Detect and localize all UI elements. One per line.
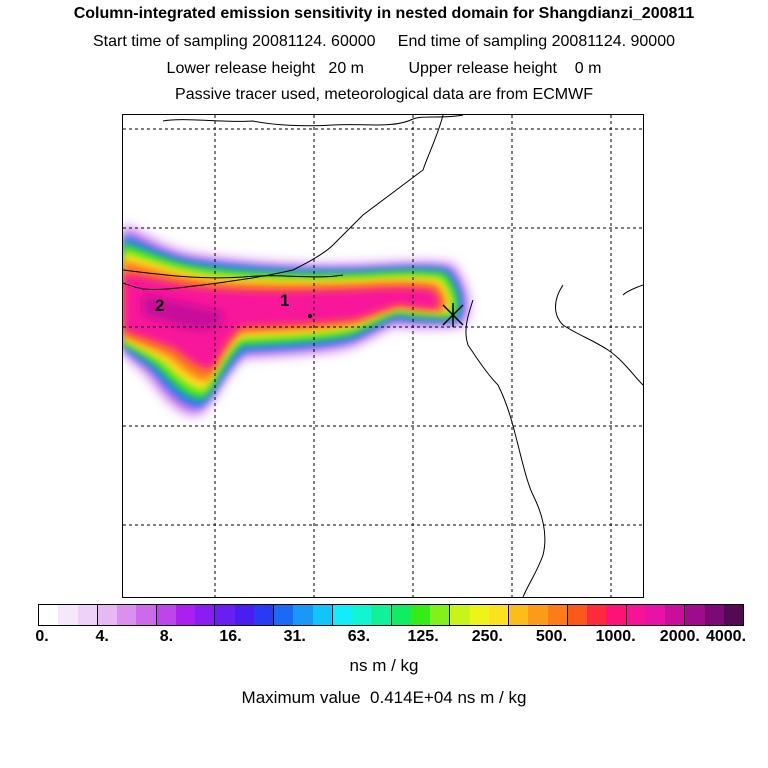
colorbar-segment: [528, 605, 548, 625]
release-height-line: Lower release height 20 m Upper release …: [166, 60, 602, 77]
colorbar-segment: [508, 605, 529, 625]
coast-line-bohai: [123, 115, 444, 290]
colorbar-segment: [352, 605, 372, 625]
colorbar-segment: [410, 605, 430, 625]
colorbar-segment: [117, 605, 137, 625]
colorbar-segment: [371, 605, 391, 625]
colorbar-segment: [645, 605, 665, 625]
colorbar-segment: [625, 605, 646, 625]
map-panel: 1 2: [122, 114, 644, 598]
plume-core-magenta: [143, 295, 224, 329]
colorbar-segment: [606, 605, 626, 625]
colorbar-segment: [136, 605, 156, 625]
colorbar-segment: [566, 605, 587, 625]
colorbar-segment: [469, 605, 489, 625]
colorbar: [38, 604, 744, 626]
sensitivity-plume: [123, 225, 469, 415]
colorbar-segment: [77, 605, 97, 625]
coast-line-peninsula: [465, 299, 546, 597]
colorbar-segment: [96, 605, 117, 625]
colorbar-tick-label: 63.: [347, 628, 371, 645]
coast-line-east: [555, 284, 643, 386]
centroid-dot-1: [307, 313, 313, 319]
release-site-star: [442, 303, 464, 327]
inner-border: [123, 269, 344, 279]
colorbar-segment: [723, 605, 743, 625]
colorbar-segment: [331, 605, 352, 625]
coastlines: [123, 115, 643, 597]
colorbar-tick-label: 1000.: [595, 628, 636, 645]
colorbar-segment: [449, 605, 470, 625]
colorbar-segment: [273, 605, 294, 625]
colorbar-tick-label: 500.: [535, 628, 568, 645]
colorbar-segment: [684, 605, 705, 625]
colorbar-tick-label: 4000.: [705, 628, 747, 645]
colorbar-segment: [587, 605, 607, 625]
colorbar-segment: [293, 605, 313, 625]
colorbar-tick-label: 31.: [283, 628, 306, 645]
colorbar-segment: [195, 605, 215, 625]
colorbar-segment: [704, 605, 724, 625]
lat-lon-grid: [123, 115, 643, 597]
colorbar-tick-label: 8.: [159, 628, 174, 645]
sampling-time-line: Start time of sampling 20081124. 60000 E…: [92, 33, 675, 50]
tracer-info-line: Passive tracer used, meteorological data…: [175, 86, 593, 103]
colorbar-segment: [488, 605, 508, 625]
centroid-label-1: 1: [280, 291, 290, 310]
colorbar-segment: [39, 605, 59, 625]
colorbar-tick-label: 4.: [95, 628, 109, 645]
colorbar-segment: [234, 605, 254, 625]
centroid-label-2: 2: [155, 296, 165, 315]
colorbar-tick-label: 2000.: [659, 628, 700, 645]
colorbar-tick-label: 16.: [219, 628, 242, 645]
colorbar-tick-label: 250.: [471, 628, 503, 645]
colorbar-tick-label: 125.: [407, 628, 439, 645]
border-line-north: [162, 115, 464, 127]
colorbar-segment: [665, 605, 685, 625]
colorbar-segment: [312, 605, 332, 625]
map-canvas: [123, 115, 643, 597]
colorbar-segment: [155, 605, 176, 625]
colorbar-tick-label: 0.: [35, 628, 49, 645]
plot-title: Column-integrated emission sensitivity i…: [73, 5, 695, 22]
colorbar-segment: [390, 605, 411, 625]
colorbar-segment: [58, 605, 78, 625]
maximum-value-text: Maximum value 0.414E+04 ns m / kg: [241, 688, 527, 707]
plume-band-pink: [123, 273, 440, 369]
colorbar-segment: [253, 605, 273, 625]
colorbar-segment: [214, 605, 235, 625]
coast-line-islands: [622, 284, 643, 296]
colorbar-segment: [430, 605, 450, 625]
colorbar-unit: ns m / kg: [349, 656, 419, 675]
colorbar-segment: [175, 605, 195, 625]
colorbar-segment: [547, 605, 567, 625]
